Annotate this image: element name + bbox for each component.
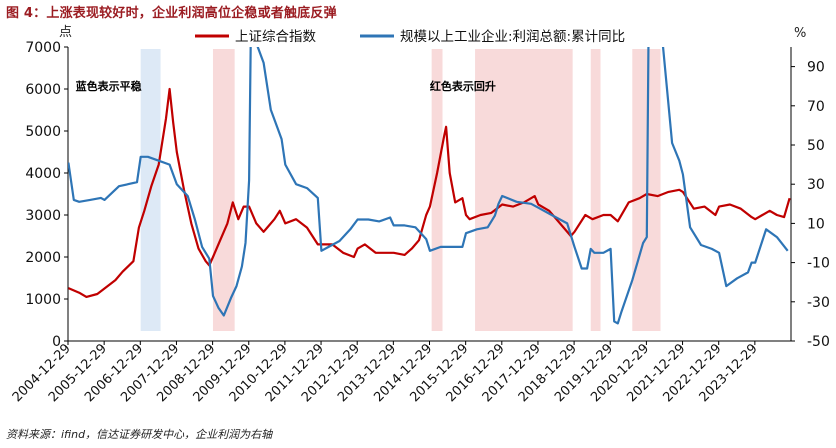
right-axis-ticks: -50 -30 -10 10 30 50 70 90 [791,60,830,350]
left-tick-label: 6000 [25,82,61,98]
right-tick-label: -10 [807,256,830,272]
annotations: 蓝色表示平稳 红色表示回升 [76,79,496,93]
series-line-index [68,87,791,298]
series-line-profit [68,47,789,325]
right-tick-label: 90 [807,60,825,76]
left-tick-label: 0 [52,334,61,350]
right-tick-label: 70 [807,99,825,115]
annotation-2: 红色表示回升 [430,79,496,93]
shaded-regions [140,49,661,331]
shaded-region-5 [590,49,601,331]
shaded-region-4 [475,49,573,331]
annotation-1: 蓝色表示平稳 [76,79,142,93]
right-tick-label: -50 [807,334,830,350]
figure-title: 图 4：上涨表现较好时，企业利润高位企稳或者触底反弹 [6,6,337,21]
left-tick-label: 3000 [25,208,61,224]
series-lines [68,47,791,325]
right-tick-label: 30 [807,177,825,193]
right-tick-label: 10 [807,216,825,232]
left-axis-label: 点 [59,25,72,40]
left-tick-label: 2000 [25,250,61,266]
left-tick-label: 1000 [25,292,61,308]
x-axis-ticks: 2004-12-292005-12-292006-12-292007-12-29… [10,341,761,405]
right-tick-label: -30 [807,295,830,311]
left-axis-ticks: 0 1000 2000 3000 4000 5000 6000 7000 [25,40,68,350]
shaded-region-2 [212,49,235,331]
legend-label-2: 规模以上工业企业:利润总额:累计同比 [400,28,625,45]
left-tick-label: 5000 [25,124,61,140]
figure-source: 资料来源：ifind，信达证券研发中心，企业利润为右轴 [6,428,273,441]
left-tick-label: 4000 [25,166,61,182]
legend: 上证综合指数 规模以上工业企业:利润总额:累计同比 [195,28,625,45]
left-tick-label: 7000 [25,40,61,56]
right-axis-label: % [794,26,806,41]
legend-label-1: 上证综合指数 [235,29,316,45]
right-tick-label: 50 [807,138,825,154]
shaded-region-3 [431,49,443,331]
